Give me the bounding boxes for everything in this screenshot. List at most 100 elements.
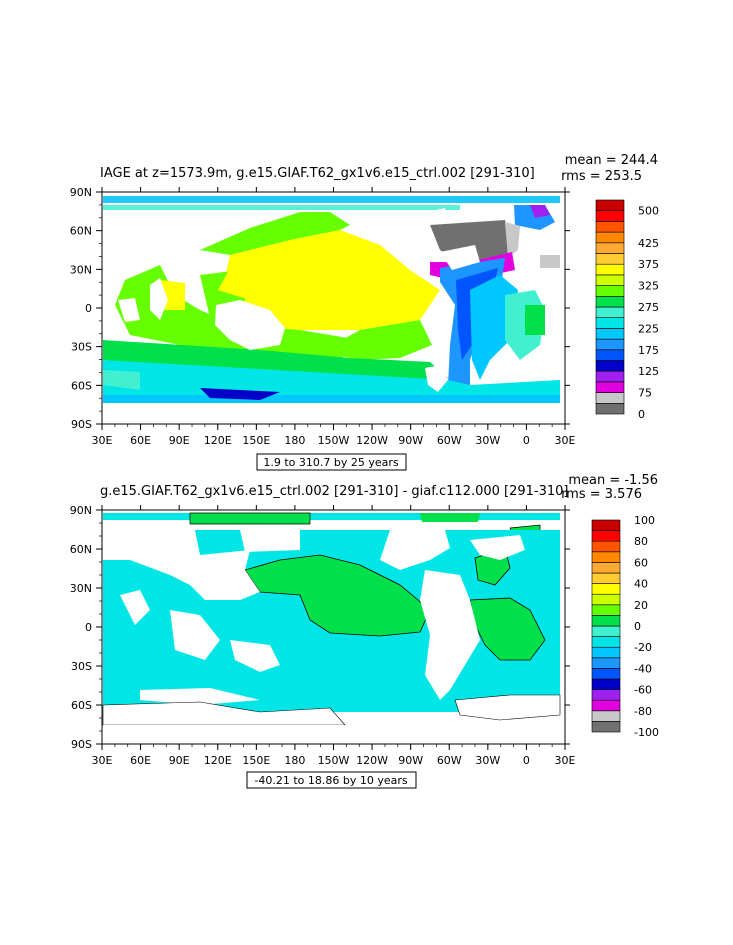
- x-tick-label: 90E: [169, 754, 190, 767]
- colorbar-label: 425: [638, 237, 659, 250]
- x-tick-label: 90E: [169, 434, 190, 447]
- contour-range-note: -40.21 to 18.86 by 10 years: [254, 774, 408, 787]
- colorbar-swatch: [591, 668, 621, 680]
- colorbar-label: 375: [638, 258, 659, 271]
- colorbar-swatch: [595, 242, 625, 254]
- colorbar-swatch: [595, 210, 625, 222]
- x-tick-label: 180: [284, 754, 305, 767]
- x-tick-label: 120W: [356, 754, 388, 767]
- colorbar-label: 80: [634, 535, 648, 548]
- colorbar-label: 125: [638, 365, 659, 378]
- y-tick-label: 90S: [71, 738, 92, 751]
- colorbar-swatch: [595, 199, 625, 211]
- colorbar-swatch: [595, 349, 625, 361]
- colorbar-swatch: [595, 328, 625, 340]
- colorbar-swatch: [595, 263, 625, 276]
- colorbar-swatch: [591, 636, 621, 648]
- rms-stat: rms = 253.5: [561, 169, 642, 184]
- y-tick-label: 60S: [71, 699, 92, 712]
- colorbar-swatch: [591, 572, 621, 584]
- panel-iage: 30E 60E 90E 120E 150E 180 150W 120W 90W 60W 30W 0 30…: [70, 153, 659, 471]
- x-tick-label: 30E: [555, 434, 576, 447]
- x-tick-label: 90W: [398, 754, 423, 767]
- colorbar-swatch: [595, 285, 625, 297]
- y-tick-label: 90S: [71, 418, 92, 431]
- x-tick-label: 120E: [204, 754, 232, 767]
- colorbar-swatch: [591, 540, 621, 553]
- colorbar-swatch: [595, 402, 625, 415]
- colorbar-swatch: [595, 392, 625, 404]
- x-tick-label: 30W: [475, 434, 500, 447]
- x-tick-label: 30W: [475, 754, 500, 767]
- colorbar-swatch: [591, 593, 621, 606]
- colorbar-swatch: [591, 710, 621, 722]
- panel-difference: 30E 60E 90E 120E 150E 180 150W 120W 90W 60W 30W 0 30…: [70, 473, 659, 789]
- colorbar-label: 0: [634, 620, 641, 633]
- mean-stat: mean = -1.56: [568, 473, 658, 488]
- colorbar-label: -40: [634, 662, 652, 675]
- x-tick-label: 0: [523, 754, 530, 767]
- y-tick-label: 90N: [70, 186, 92, 199]
- colorbar-label: 60: [634, 556, 648, 569]
- map-difference: [102, 510, 565, 744]
- y-tick-label: 60S: [71, 379, 92, 392]
- colorbar-swatch: [595, 381, 625, 393]
- colorbar-swatch: [595, 360, 625, 372]
- y-tick-label: 0: [85, 302, 92, 315]
- mean-stat: mean = 244.4: [565, 153, 658, 168]
- colorbar-label: 325: [638, 280, 659, 293]
- colorbar: 0 75 125 175 225 275 325 375 425 500: [595, 199, 659, 421]
- x-tick-label: 30E: [92, 754, 113, 767]
- colorbar-swatch: [591, 604, 621, 616]
- rms-stat: rms = 3.576: [561, 487, 642, 502]
- x-tick-label: 150W: [318, 434, 350, 447]
- y-tick-label: 60N: [70, 543, 92, 556]
- colorbar-label: -60: [634, 684, 652, 697]
- contour-range-box: -40.21 to 18.86 by 10 years: [246, 771, 417, 789]
- y-tick-label: 0: [85, 621, 92, 634]
- x-tick-label: 180: [284, 434, 305, 447]
- contour-range-box: 1.9 to 310.7 by 25 years: [256, 453, 407, 471]
- colorbar-swatch: [595, 338, 625, 351]
- x-tick-label: 150W: [318, 754, 350, 767]
- x-tick-label: 60W: [437, 434, 462, 447]
- colorbar-swatch: [595, 231, 625, 244]
- y-tick-label: 30N: [70, 263, 92, 276]
- colorbar: -100 -80 -60 -40 -20 0 20 40 60 80 100: [591, 514, 659, 739]
- colorbar-label: 275: [638, 301, 659, 314]
- x-tick-label: 0: [523, 434, 530, 447]
- colorbar-swatch: [595, 253, 625, 265]
- colorbar-label: 175: [638, 344, 659, 357]
- colorbar-label: 225: [638, 322, 659, 335]
- colorbar-label: 75: [638, 387, 652, 400]
- colorbar-swatch: [591, 615, 621, 627]
- x-tick-label: 90W: [398, 434, 423, 447]
- x-tick-label: 120E: [204, 434, 232, 447]
- contour-range-note: 1.9 to 310.7 by 25 years: [263, 456, 399, 469]
- colorbar-swatch: [591, 721, 621, 733]
- colorbar-label: -80: [634, 705, 652, 718]
- colorbar-label: 20: [634, 599, 648, 612]
- colorbar-swatch: [595, 274, 625, 286]
- x-tick-label: 60W: [437, 754, 462, 767]
- panel-title: g.e15.GIAF.T62_gx1v6.e15_ctrl.002 [291-3…: [100, 484, 569, 499]
- colorbar-swatch: [591, 562, 621, 574]
- x-tick-label: 120W: [356, 434, 388, 447]
- y-tick-label: 90N: [70, 504, 92, 517]
- x-tick-label: 30E: [92, 434, 113, 447]
- colorbar-swatch: [591, 519, 621, 531]
- x-tick-label: 30E: [555, 754, 576, 767]
- colorbar-swatch: [591, 625, 621, 637]
- colorbar-label: 500: [638, 205, 659, 218]
- x-tick-label: 150E: [242, 434, 270, 447]
- colorbar-swatch: [591, 583, 621, 595]
- colorbar-swatch: [591, 551, 621, 563]
- colorbar-swatch: [591, 530, 621, 542]
- colorbar-swatch: [595, 306, 625, 318]
- y-tick-label: 30S: [71, 341, 92, 354]
- colorbar-label: -100: [634, 726, 659, 739]
- colorbar-swatch: [595, 317, 625, 329]
- y-tick-label: 30S: [71, 660, 92, 673]
- x-tick-label: 150E: [242, 754, 270, 767]
- x-tick-label: 60E: [130, 434, 151, 447]
